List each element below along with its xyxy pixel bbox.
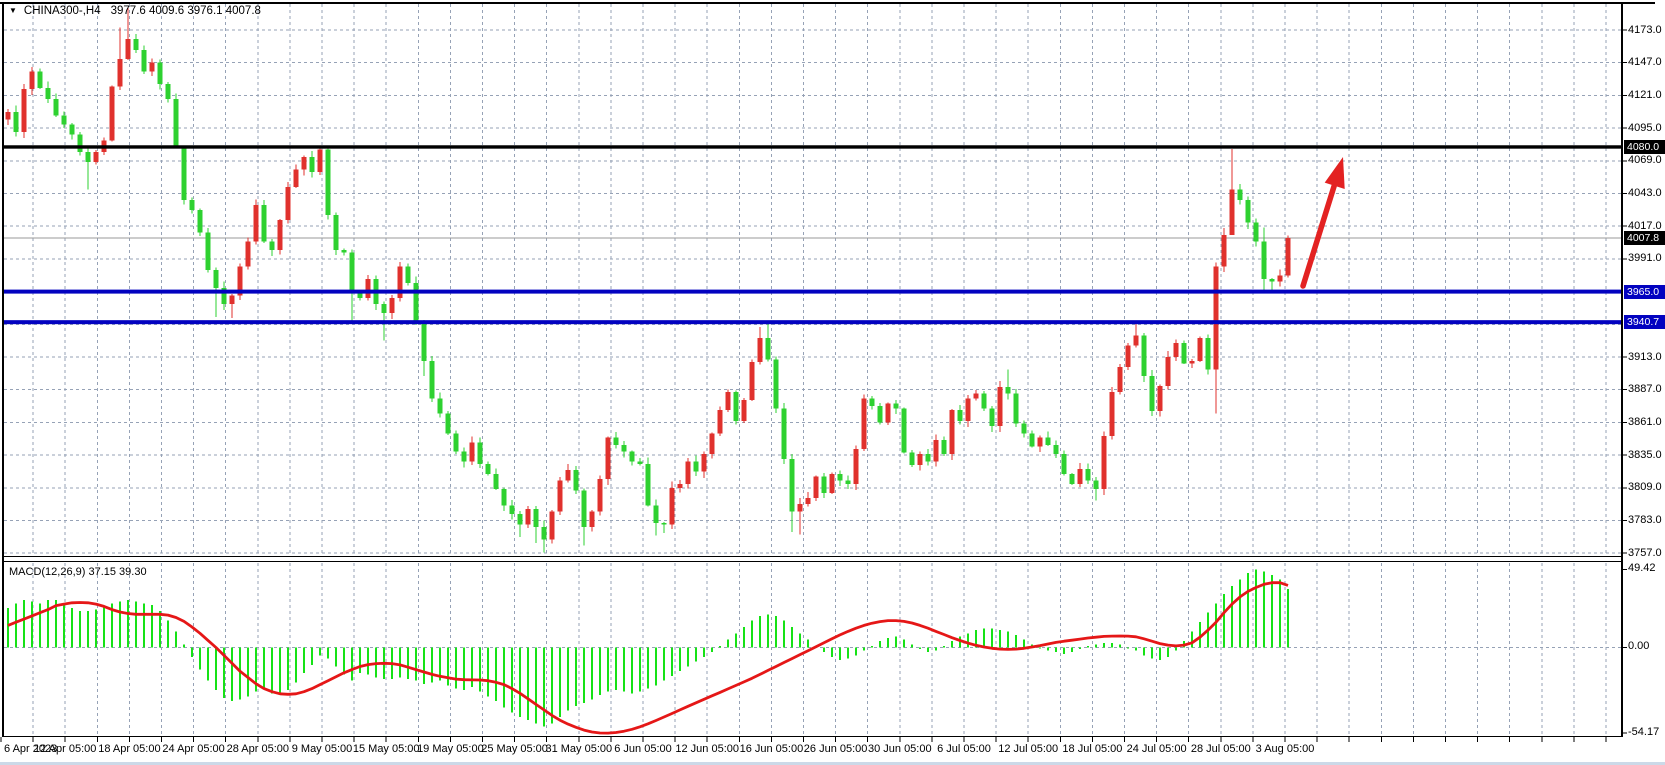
panel-border-top bbox=[0, 2, 1655, 4]
panel-border-left bbox=[2, 2, 4, 737]
price-tick-label: 4095.0 bbox=[1628, 121, 1662, 134]
time-axis-label: 18 Apr 05:00 bbox=[98, 743, 161, 755]
time-axis-label: 6 Jul 05:00 bbox=[937, 743, 991, 755]
price-tick-label: 3913.0 bbox=[1628, 350, 1662, 363]
time-axis-label: 24 Apr 05:00 bbox=[162, 743, 225, 755]
macd-histogram bbox=[6, 569, 1290, 727]
time-axis-label: 24 Jul 05:00 bbox=[1126, 743, 1187, 755]
price-tick-label: 3861.0 bbox=[1628, 415, 1662, 428]
window-bottom-frame bbox=[0, 762, 1665, 765]
grid-vertical bbox=[32, 4, 1607, 735]
time-axis-label: 26 Jun 05:00 bbox=[803, 743, 868, 755]
time-axis-label: 25 May 05:00 bbox=[481, 743, 548, 755]
price-badge: 3940.7 bbox=[1624, 315, 1665, 330]
price-tick-label: 3835.0 bbox=[1628, 448, 1662, 461]
macd-signal-line bbox=[7, 581, 1289, 735]
resistance-line-4080[interactable] bbox=[4, 145, 1621, 149]
price-tick-label: 3809.0 bbox=[1628, 481, 1662, 494]
time-axis-label: 3 Aug 05:00 bbox=[1255, 743, 1315, 755]
macd-scale-min: -54.17 bbox=[1628, 726, 1660, 738]
window-active-edge bbox=[1655, 0, 1658, 765]
price-badge: 4080.0 bbox=[1624, 139, 1665, 154]
time-axis-label: 19 May 05:00 bbox=[417, 743, 484, 755]
time-axis-label: 6 Jun 05:00 bbox=[614, 743, 672, 755]
time-axis-ticks bbox=[0, 737, 1607, 742]
price-tick-label: 4173.0 bbox=[1628, 23, 1662, 36]
price-tick-label: 3783.0 bbox=[1628, 514, 1662, 526]
macd-scale-zero: 0.00 bbox=[1628, 640, 1650, 652]
time-axis-label: 28 Jul 05:00 bbox=[1190, 743, 1251, 755]
macd-panel-bottom-border bbox=[2, 736, 1623, 737]
chart-header: ▼ CHINA300-,H4 3977.6 4009.6 3976.1 4007.8 bbox=[9, 5, 261, 17]
time-axis-label: 15 May 05:00 bbox=[352, 743, 420, 755]
support-line-3965[interactable] bbox=[4, 289, 1621, 294]
symbol-dropdown-icon[interactable]: ▼ bbox=[9, 6, 17, 15]
price-tick-label: 3887.0 bbox=[1628, 383, 1662, 396]
time-axis-label: 9 May 05:00 bbox=[291, 743, 353, 755]
candles-group bbox=[5, 7, 1291, 553]
time-axis-label: 12 Jul 05:00 bbox=[998, 743, 1059, 755]
time-axis-label: 18 Jul 05:00 bbox=[1062, 743, 1123, 755]
price-tick-label: 3757.0 bbox=[1628, 546, 1662, 559]
time-axis-label: 16 Jun 05:00 bbox=[739, 743, 804, 755]
time-axis-label: 6 Apr 2023 bbox=[4, 743, 58, 755]
price-badge: 4007.8 bbox=[1624, 230, 1665, 245]
macd-indicator-label: MACD(12,26,9) 37.15 39.30 bbox=[9, 566, 147, 578]
time-axis-label: 31 May 05:00 bbox=[545, 743, 613, 755]
time-axis-label: 12 Apr 05:00 bbox=[33, 743, 97, 755]
price-tick-label: 4043.0 bbox=[1628, 187, 1662, 199]
time-axis-label: 30 Jun 05:00 bbox=[867, 743, 932, 755]
time-axis-label: 28 Apr 05:00 bbox=[226, 743, 289, 755]
price-tick-label: 3991.0 bbox=[1628, 252, 1662, 265]
price-tick-label: 4121.0 bbox=[1628, 88, 1662, 101]
ohlc-readout: 3977.6 4009.6 3976.1 4007.8 bbox=[110, 5, 261, 17]
symbol-period-title: CHINA300-,H4 bbox=[23, 5, 101, 17]
price-tick-label: 4069.0 bbox=[1628, 154, 1662, 167]
price-tick-label: 4147.0 bbox=[1628, 56, 1662, 69]
support-line-3940[interactable] bbox=[4, 320, 1621, 325]
price-tick-label: 4017.0 bbox=[1628, 219, 1662, 232]
trend-arrow[interactable] bbox=[1300, 157, 1345, 289]
panel-border-right bbox=[1621, 2, 1623, 737]
macd-scale-max: 49.42 bbox=[1628, 562, 1656, 574]
macd-panel-top-border bbox=[2, 561, 1623, 562]
grid-horizontal bbox=[4, 29, 1621, 648]
time-axis-label: 12 Jun 05:00 bbox=[675, 743, 739, 755]
main-panel-bottom-border bbox=[2, 556, 1623, 557]
price-badge: 3965.0 bbox=[1624, 284, 1665, 299]
